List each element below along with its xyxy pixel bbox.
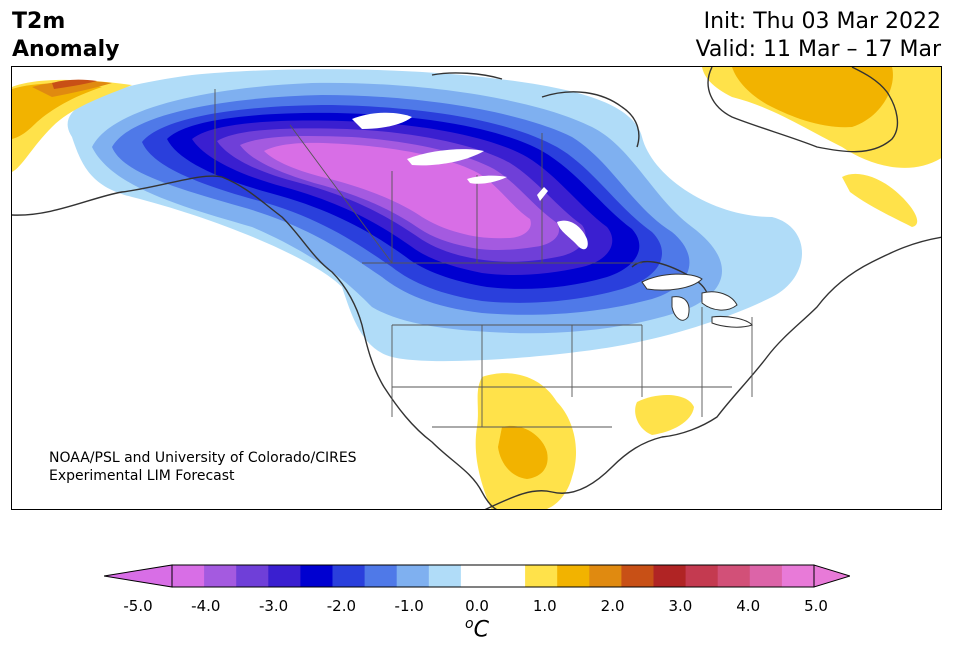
colorbar-cell xyxy=(460,565,494,587)
colorbar-tick-label: -2.0 xyxy=(326,597,357,615)
anomaly-map xyxy=(12,67,941,509)
colorbar-outline xyxy=(171,564,815,588)
map-title: T2m Anomaly xyxy=(12,8,119,64)
colorbar-cell xyxy=(525,565,558,587)
colorbar-tick-label: -4.0 xyxy=(191,597,221,615)
colorbar-cell xyxy=(364,565,398,587)
colorbar-tick-label: 1.0 xyxy=(532,597,557,615)
colorbar-cell xyxy=(428,565,462,587)
colorbar-cell xyxy=(589,565,622,587)
coastlines xyxy=(12,67,941,509)
colorbar-cell xyxy=(172,565,205,587)
political-borders xyxy=(214,89,753,428)
colorbar-cell xyxy=(653,565,687,587)
colorbar-cell xyxy=(268,565,301,587)
colorbar-tick-label: 2.0 xyxy=(600,597,625,615)
unit-letter: C xyxy=(473,617,489,643)
colorbar-over-arrow xyxy=(813,564,850,588)
colorbar-unit: oC xyxy=(465,616,489,642)
great-lakes xyxy=(641,273,753,328)
forecast-dates: Init: Thu 03 Mar 2022 Valid: 11 Mar – 17… xyxy=(696,8,941,64)
anomaly-gold-nw xyxy=(12,83,102,139)
anomaly-gold-greenland xyxy=(732,67,893,128)
colorbar-cell xyxy=(621,565,654,587)
colorbar-cell xyxy=(300,565,333,587)
colorbar-cell xyxy=(781,565,815,587)
colorbar-cell xyxy=(557,565,590,587)
attribution: NOAA/PSL and University of Colorado/CIRE… xyxy=(49,449,357,485)
anomaly-yellow-labrador xyxy=(842,173,918,227)
title-line-1: T2m xyxy=(12,9,66,34)
colorbar-tick-label: 0.0 xyxy=(465,597,489,615)
colorbar-cell xyxy=(332,565,366,587)
colorbar xyxy=(104,564,850,588)
colorbar-tick-label: -1.0 xyxy=(394,597,424,615)
colorbar-tick-label: 4.0 xyxy=(736,597,761,615)
colorbar-tick-label: -5.0 xyxy=(123,597,153,615)
unit-degree-symbol: o xyxy=(465,616,474,632)
colorbar-cell xyxy=(685,565,719,587)
title-line-2: Anomaly xyxy=(12,37,120,62)
anomaly-magenta-region xyxy=(264,142,531,239)
colorbar-tick-label: -3.0 xyxy=(258,597,289,615)
map-panel xyxy=(11,66,942,510)
colorbar-cell xyxy=(717,565,751,587)
anomaly-orange-nw xyxy=(32,80,112,97)
valid-date: Valid: 11 Mar – 17 Mar xyxy=(695,37,941,62)
colorbar-tick-label: 5.0 xyxy=(804,597,828,615)
colorbar-cell xyxy=(236,565,269,587)
colorbar-cell xyxy=(749,565,783,587)
colorbar-cell xyxy=(396,565,430,587)
anomaly-gold-southwest xyxy=(498,425,548,479)
colorbar-under-arrow xyxy=(104,564,173,588)
colorbar-tick-label: 3.0 xyxy=(668,597,693,615)
colorbar-cell xyxy=(493,565,526,587)
init-date: Init: Thu 03 Mar 2022 xyxy=(703,9,941,34)
anomaly-yellow-southeast xyxy=(635,395,694,435)
credit-line-2: Experimental LIM Forecast xyxy=(49,468,235,484)
colorbar-cell xyxy=(204,565,237,587)
canadian-lakes xyxy=(352,112,588,250)
credit-line-1: NOAA/PSL and University of Colorado/CIRE… xyxy=(49,450,357,466)
anomaly-red-nw xyxy=(52,79,97,89)
